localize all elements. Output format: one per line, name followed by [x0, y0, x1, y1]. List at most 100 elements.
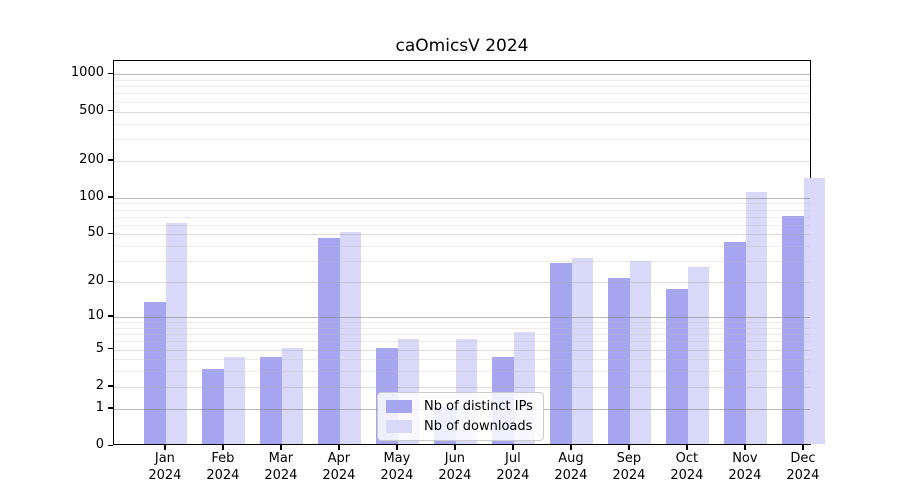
- legend-label-distinct-ips: Nb of distinct IPs: [424, 399, 533, 414]
- y-minor-gridline: [114, 86, 810, 88]
- y-tick-mark: [107, 385, 113, 387]
- bar-downloads: [803, 177, 826, 444]
- legend-label-downloads: Nb of downloads: [424, 419, 533, 434]
- y-minor-gridline: [114, 246, 810, 248]
- y-tick-label: 1000: [70, 65, 104, 81]
- plot-area: Nb of distinct IPs Nb of downloads: [113, 60, 826, 445]
- x-tick-mark: [338, 445, 340, 450]
- x-tick-label: Nov 2024: [728, 451, 762, 483]
- y-tick-mark: [107, 159, 113, 161]
- y-minor-gridline: [114, 93, 810, 95]
- y-tick-label: 10: [87, 307, 104, 323]
- y-major-gridline: [114, 111, 810, 113]
- y-tick-mark: [107, 407, 113, 409]
- bar-downloads: [223, 357, 246, 444]
- x-tick-label: Jan 2024: [148, 451, 182, 483]
- x-tick-label: Aug 2024: [554, 451, 588, 483]
- y-decade-gridline: [114, 74, 810, 76]
- y-tick-label: 100: [79, 188, 104, 204]
- x-tick-mark: [222, 445, 224, 450]
- y-minor-gridline: [114, 359, 810, 361]
- y-tick-label: 200: [79, 151, 104, 167]
- y-tick-mark: [107, 315, 113, 317]
- bar-downloads: [687, 266, 710, 444]
- y-minor-gridline: [114, 203, 810, 205]
- bar-distinct-ips: [144, 302, 166, 444]
- y-major-gridline: [114, 282, 810, 284]
- y-tick-label: 50: [87, 225, 104, 241]
- y-tick-label: 20: [87, 273, 104, 289]
- x-tick-mark: [744, 445, 746, 450]
- x-tick-label: May 2024: [380, 451, 414, 483]
- bar-distinct-ips: [666, 288, 688, 444]
- y-tick-mark: [107, 232, 113, 235]
- x-tick-mark: [512, 445, 514, 450]
- y-minor-gridline: [114, 261, 810, 263]
- bar-downloads: [165, 222, 188, 444]
- y-tick-mark: [107, 196, 113, 198]
- x-tick-mark: [396, 445, 398, 450]
- y-decade-gridline: [114, 197, 810, 199]
- bar-distinct-ips: [202, 369, 224, 444]
- bar-distinct-ips: [724, 241, 746, 444]
- y-tick-mark: [107, 110, 113, 112]
- y-tick-mark: [107, 444, 113, 446]
- x-tick-label: Sep 2024: [612, 451, 646, 483]
- x-tick-mark: [280, 445, 282, 450]
- y-tick-mark: [107, 72, 113, 75]
- x-tick-mark: [628, 445, 630, 450]
- y-minor-gridline: [114, 101, 810, 103]
- y-tick-label: 5: [95, 340, 104, 356]
- legend-row-downloads: Nb of downloads: [386, 419, 533, 434]
- y-tick-label: 1: [95, 399, 104, 415]
- y-major-gridline: [114, 234, 810, 236]
- bar-downloads: [339, 232, 362, 444]
- y-minor-gridline: [114, 123, 810, 125]
- x-tick-mark: [454, 445, 456, 450]
- x-tick-label: Feb 2024: [206, 451, 240, 483]
- x-tick-label: Oct 2024: [670, 451, 704, 483]
- chart-title: caOmicsV 2024: [395, 36, 529, 56]
- bar-distinct-ips: [318, 238, 340, 444]
- y-tick-mark: [107, 280, 113, 283]
- x-tick-label: Jul 2024: [496, 451, 530, 483]
- legend-swatch-distinct-ips: [386, 400, 412, 413]
- bar-downloads: [745, 192, 768, 444]
- y-minor-gridline: [114, 224, 810, 226]
- legend: Nb of distinct IPs Nb of downloads: [377, 392, 544, 441]
- x-tick-label: Apr 2024: [322, 451, 356, 483]
- y-minor-gridline: [114, 209, 810, 211]
- bar-distinct-ips: [782, 216, 804, 444]
- y-minor-gridline: [114, 322, 810, 324]
- x-tick-mark: [570, 445, 572, 450]
- y-minor-gridline: [114, 138, 810, 140]
- bar-downloads: [281, 347, 304, 444]
- y-decade-gridline: [114, 317, 810, 318]
- x-tick-mark: [164, 445, 166, 450]
- y-tick-label: 0: [95, 437, 104, 452]
- bar-distinct-ips: [260, 357, 282, 444]
- x-tick-mark: [802, 445, 804, 450]
- x-tick-label: Jun 2024: [438, 451, 472, 483]
- bar-distinct-ips: [550, 262, 572, 444]
- bar-downloads: [571, 257, 594, 444]
- y-minor-gridline: [114, 216, 810, 218]
- y-tick-label: 500: [79, 102, 104, 118]
- y-tick-label: 2: [95, 377, 104, 393]
- x-tick-label: Mar 2024: [264, 451, 298, 483]
- x-tick-mark: [686, 445, 688, 450]
- x-tick-label: Dec 2024: [786, 451, 820, 483]
- y-major-gridline: [114, 349, 810, 351]
- y-minor-gridline: [114, 341, 810, 343]
- y-tick-mark: [107, 348, 113, 350]
- legend-swatch-downloads: [386, 420, 412, 433]
- y-minor-gridline: [114, 371, 810, 373]
- y-minor-gridline: [114, 334, 810, 336]
- y-minor-gridline: [114, 327, 810, 329]
- y-major-gridline: [114, 386, 810, 388]
- bar-downloads: [629, 261, 652, 444]
- legend-row-distinct-ips: Nb of distinct IPs: [386, 399, 533, 414]
- bar-distinct-ips: [608, 277, 630, 444]
- y-major-gridline: [114, 160, 810, 162]
